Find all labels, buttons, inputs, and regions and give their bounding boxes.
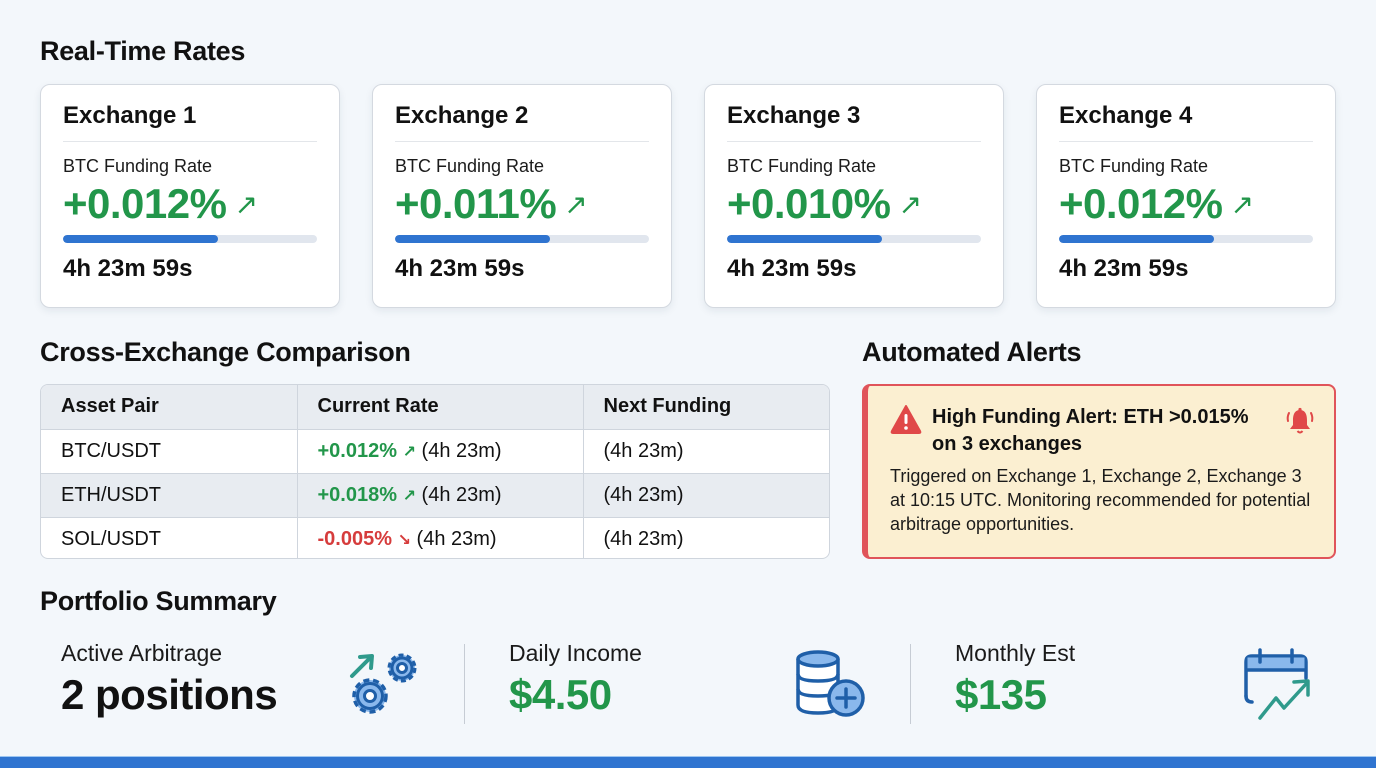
progress-fill [63,235,218,243]
card-divider [1059,141,1313,142]
funding-rate-value: +0.012% ↗ [1059,178,1313,230]
funding-countdown: 4h 23m 59s [727,255,857,282]
funding-rate-label: BTC Funding Rate [63,156,213,176]
progress-fill [1059,235,1214,243]
exchange-card-1[interactable]: Exchange 1 BTC Funding Rate +0.012% ↗ 4h … [40,84,340,308]
asset-pair-cell: ETH/USDT [41,473,298,518]
alert-title: High Funding Alert: ETH >0.015% on 3 exc… [932,406,1249,455]
rate-value: -0.005% [317,527,393,550]
trend-up-icon: ↗ [898,189,922,220]
rate-value: +0.012% [317,439,398,462]
exchange-name: Exchange 1 [63,102,197,129]
daily-income-stat: Daily Income $4.50 [509,640,642,719]
current-rate-cell: +0.012% ↗ (4h 23m) [297,429,584,474]
funding-progress-bar [727,235,981,243]
rate-time: (4h 23m) [416,527,497,550]
table-row[interactable]: SOL/USDT -0.005% ↘ (4h 23m) (4h 23m) [41,517,829,558]
rate-time: (4h 23m) [421,483,502,506]
trend-up-icon: ↗ [402,443,416,461]
trend-up-icon: ↗ [234,189,258,220]
funding-progress-bar [1059,235,1313,243]
alerts-section-title: Automated Alerts [862,337,1082,367]
rate-text: +0.011% [395,180,557,227]
trend-up-icon: ↗ [402,487,416,505]
exchange-card-2[interactable]: Exchange 2 BTC Funding Rate +0.011% ↗ 4h … [372,84,672,308]
database-plus-icon [794,649,868,724]
rate-text: +0.010% [727,180,891,227]
progress-fill [727,235,882,243]
funding-countdown: 4h 23m 59s [63,255,193,282]
funding-rate-value: +0.010% ↗ [727,178,981,230]
card-divider [63,141,317,142]
table-row[interactable]: ETH/USDT +0.018% ↗ (4h 23m) (4h 23m) [41,473,829,518]
column-header-next-funding[interactable]: Next Funding [583,385,829,430]
stat-label: Monthly Est [955,640,1076,666]
trend-up-icon: ↗ [564,189,588,220]
exchange-name: Exchange 2 [395,102,529,129]
funding-rate-value: +0.012% ↗ [63,178,317,230]
monthly-est-stat: Monthly Est $135 [955,640,1075,719]
trend-up-icon: ↗ [1230,189,1254,220]
progress-fill [395,235,550,243]
funding-rate-value: +0.011% ↗ [395,178,649,230]
calendar-trend-icon [1242,648,1318,727]
column-header-current-rate[interactable]: Current Rate [297,385,584,430]
current-rate-cell: -0.005% ↘ (4h 23m) [297,517,584,558]
exchange-card-3[interactable]: Exchange 3 BTC Funding Rate +0.010% ↗ 4h … [704,84,1004,308]
active-arbitrage-stat: Active Arbitrage 2 positions [61,640,278,719]
high-funding-alert[interactable]: High Funding Alert: ETH >0.015% on 3 exc… [862,384,1336,559]
exchange-name: Exchange 4 [1059,102,1193,129]
asset-pair-cell: SOL/USDT [41,517,298,558]
warning-triangle-icon [890,404,922,439]
comparison-section-title: Cross-Exchange Comparison [40,337,411,367]
funding-progress-bar [395,235,649,243]
funding-rate-label: BTC Funding Rate [395,156,545,176]
stat-value: 2 positions [61,671,278,718]
exchange-name: Exchange 3 [727,102,861,129]
stat-divider [464,644,465,724]
rate-text: +0.012% [1059,180,1223,227]
asset-pair-cell: BTC/USDT [41,429,298,474]
column-header-asset-pair[interactable]: Asset Pair [41,385,298,430]
trend-down-icon: ↘ [397,531,411,549]
next-funding-cell: (4h 23m) [583,429,829,474]
rate-value: +0.018% [317,483,398,506]
table-row[interactable]: BTC/USDT +0.012% ↗ (4h 23m) (4h 23m) [41,429,829,474]
stat-value: $4.50 [509,671,612,718]
gears-arrow-icon [348,648,422,725]
table-header-row: Asset Pair Current Rate Next Funding [41,385,829,430]
next-funding-cell: (4h 23m) [603,527,684,550]
current-rate-cell: +0.018% ↗ (4h 23m) [297,473,584,518]
bottom-accent-bar [0,756,1376,768]
portfolio-section-title: Portfolio Summary [40,586,277,616]
rates-section-title: Real-Time Rates [40,36,246,66]
alert-body: Triggered on Exchange 1, Exchange 2, Exc… [890,466,1311,534]
funding-rate-label: BTC Funding Rate [1059,156,1209,176]
funding-progress-bar [63,235,317,243]
stat-value: $135 [955,671,1047,718]
next-funding-cell: (4h 23m) [583,473,829,518]
funding-rate-label: BTC Funding Rate [727,156,877,176]
comparison-table: Asset Pair Current Rate Next Funding BTC… [40,384,830,559]
rate-text: +0.012% [63,180,227,227]
funding-countdown: 4h 23m 59s [395,255,525,282]
card-divider [395,141,649,142]
funding-countdown: 4h 23m 59s [1059,255,1189,282]
stat-divider [910,644,911,724]
stat-label: Daily Income [509,640,642,666]
card-divider [727,141,981,142]
exchange-card-4[interactable]: Exchange 4 BTC Funding Rate +0.012% ↗ 4h … [1036,84,1336,308]
rate-time: (4h 23m) [421,439,502,462]
bell-ringing-icon[interactable] [1284,406,1316,441]
stat-label: Active Arbitrage [61,640,223,666]
